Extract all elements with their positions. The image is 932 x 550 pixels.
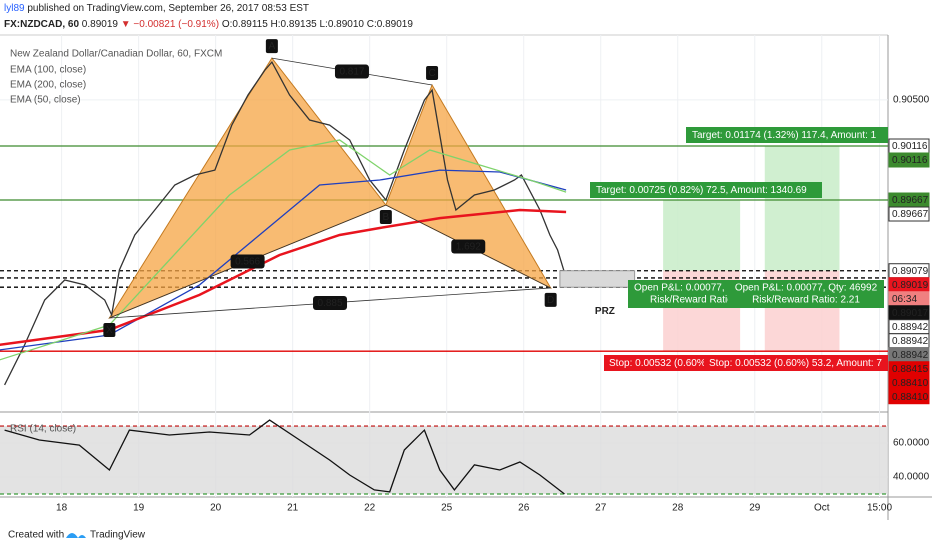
price-label: 0.88942 xyxy=(892,322,929,333)
brand[interactable]: TradingView xyxy=(90,530,146,541)
label-box xyxy=(728,280,884,308)
price-label-box xyxy=(888,152,930,168)
point-box xyxy=(426,66,439,81)
price-label: 0.90116 xyxy=(892,141,928,152)
publish-line: lyl89 published on TradingView.com, Sept… xyxy=(4,3,309,14)
x-tick-label: 26 xyxy=(518,503,530,514)
x-tick-label: 28 xyxy=(672,503,684,514)
ratio-box xyxy=(334,64,369,79)
published: published on TradingView.com, September … xyxy=(27,3,309,14)
label-box xyxy=(686,127,888,143)
point-label: D xyxy=(547,295,554,306)
rsi-band xyxy=(0,426,888,494)
stop-label: Stop: 0.00532 (0.60%) 53.2, Amount: 7 xyxy=(709,358,882,369)
x-tick-label: 15:00 xyxy=(867,503,892,514)
ratio-box xyxy=(313,295,348,310)
legend-entry: EMA (200, close) xyxy=(10,80,86,91)
ratio-label: 1.692 xyxy=(456,242,481,253)
point-box xyxy=(379,210,392,225)
trade-labels: Target: 0.00725 (0.82%) 72.5, Amount: 13… xyxy=(590,127,888,371)
x-tick-label: 20 xyxy=(210,503,222,514)
x-tick-label: 22 xyxy=(364,503,376,514)
x-tick-label: 19 xyxy=(133,503,145,514)
target-label: Target: 0.01174 (1.32%) 117.4, Amount: 1 xyxy=(692,130,877,141)
x-tick-label: 18 xyxy=(56,503,68,514)
y-tick-label: 0.90500 xyxy=(893,94,930,105)
point-label: B xyxy=(383,212,390,223)
y-tick-label: 40.0000 xyxy=(893,472,930,483)
legend-entry: EMA (50, close) xyxy=(10,95,81,106)
footer: Created with TradingView xyxy=(8,530,146,541)
point-box xyxy=(103,322,116,337)
price-label: 0.89667 xyxy=(892,209,929,220)
label-box xyxy=(590,182,822,198)
ratio-label: 0.885 xyxy=(318,298,343,309)
point-label: X xyxy=(106,325,113,336)
series-line xyxy=(0,208,567,347)
stop-label: Stop: 0.00532 (0.60% xyxy=(609,358,706,369)
ratio-label: 0.817 xyxy=(339,67,364,78)
pnl-label: Open P&L: 0.00077, xyxy=(634,283,725,294)
price-label: 0.89079 xyxy=(892,266,929,277)
legend-entry: EMA (100, close) xyxy=(10,65,86,76)
user[interactable]: lyl89 xyxy=(4,3,25,14)
price-label: 06:34 xyxy=(892,294,917,305)
rsi-title: RSI (14, close) xyxy=(10,424,76,435)
y-tick-label: 60.0000 xyxy=(893,438,930,449)
target-label: Target: 0.00725 (0.82%) 72.5, Amount: 13… xyxy=(596,185,807,196)
price-label-box xyxy=(888,206,930,222)
x-tick-label: 29 xyxy=(749,503,761,514)
price-label: 0.88942 xyxy=(892,350,929,361)
symbol-line: FX:NZDCAD, 60 0.89019 ▼ −0.00821 (−0.91%… xyxy=(4,19,413,30)
label-box xyxy=(704,355,888,371)
ohlc: O:0.89115 H:0.89135 L:0.89010 C:0.89019 xyxy=(222,19,414,30)
price-label: 0.90116 xyxy=(892,155,928,166)
x-tick-label: 25 xyxy=(441,503,453,514)
rr-label: Risk/Reward Ratio xyxy=(650,295,733,306)
profit-zone xyxy=(764,146,840,271)
ratio-box xyxy=(451,239,486,254)
price-label: 0.88410 xyxy=(892,392,929,403)
price-label: 0.88410 xyxy=(892,378,929,389)
symbol: FX:NZDCAD, 60 xyxy=(4,19,79,30)
logo xyxy=(66,533,86,538)
axes: 18 19 20 21 22 25 26 27 28 29 Oct 15:00 0.90500 60.00… xyxy=(56,94,930,514)
legend-title: New Zealand Dollar/Canadian Dollar, 60, … xyxy=(10,49,222,60)
pnl-label: Open P&L: 0.00077, Qty: 46992 xyxy=(735,283,878,294)
price-label: 0.89017 xyxy=(892,308,929,319)
price: 0.89019 xyxy=(82,19,119,30)
price-label: 0.89019 xyxy=(892,280,929,291)
price-label-box xyxy=(888,389,930,405)
price-label: 0.88415 xyxy=(892,364,929,375)
rr-label: Risk/Reward Ratio: 2.21 xyxy=(752,295,860,306)
point-label: A xyxy=(269,41,276,52)
ratio-box xyxy=(230,254,265,269)
x-tick-label: 27 xyxy=(595,503,607,514)
x-tick-label: Oct xyxy=(814,503,830,514)
x-tick-label: 21 xyxy=(287,503,299,514)
series-line xyxy=(4,60,567,386)
price-label: 0.89667 xyxy=(892,195,929,206)
point-box xyxy=(544,292,557,307)
point-box xyxy=(265,39,278,54)
prz-box xyxy=(559,270,636,288)
series-line xyxy=(0,139,567,361)
plot: 0.817 0.566 1.692 0.885 X A B C D PRZ xyxy=(0,35,888,497)
label-box xyxy=(604,355,734,371)
price-label: 0.88942 xyxy=(892,336,929,347)
point-label: C xyxy=(428,68,435,79)
ratio-label: 0.566 xyxy=(235,257,260,268)
profit-zone xyxy=(663,200,741,271)
footer-text: Created with xyxy=(8,530,64,541)
series-line xyxy=(4,419,565,495)
prz-label: PRZ xyxy=(595,306,615,317)
change: ▼ −0.00821 (−0.91%) xyxy=(121,19,219,30)
